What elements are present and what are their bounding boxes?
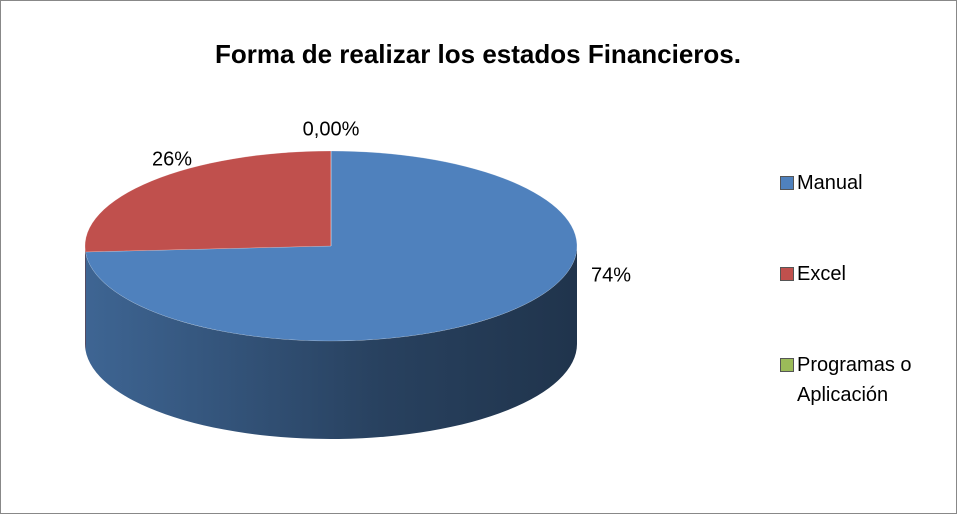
chart-title: Forma de realizar los estados Financiero… — [215, 39, 741, 69]
legend-label: Manual — [797, 172, 863, 194]
legend-label: Programas o Aplicación — [797, 354, 912, 406]
legend-entry: Manual — [780, 168, 950, 198]
data-label: 0,00% — [303, 118, 360, 140]
pie-side — [85, 246, 578, 439]
legend-swatch — [780, 267, 794, 281]
data-label: 74% — [591, 264, 631, 286]
pie-slice — [84, 150, 332, 253]
legend-entry: Excel — [780, 259, 950, 289]
legend-swatch — [780, 176, 794, 190]
data-label: 26% — [152, 148, 192, 170]
legend-entry: Programas o Aplicación — [780, 350, 950, 410]
pie-slice — [85, 150, 578, 342]
legend-swatch — [780, 358, 794, 372]
legend-label: Excel — [797, 263, 846, 285]
